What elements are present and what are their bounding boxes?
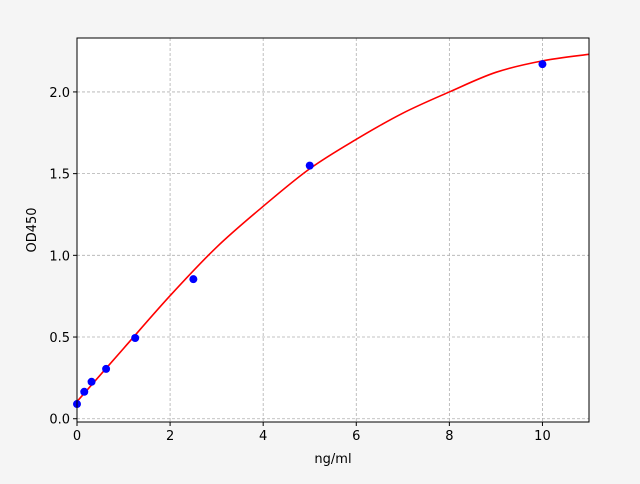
- y-axis-ticks: 0.0 0.5 1.0 1.5 2.0: [49, 86, 77, 428]
- plot-frame: [76, 37, 590, 423]
- data-point: [102, 364, 111, 373]
- data-point: [305, 161, 314, 170]
- data-points: [73, 60, 547, 409]
- data-point: [189, 275, 198, 284]
- y-axis-label: OD450: [25, 207, 40, 252]
- x-tick-label: 4: [259, 429, 267, 444]
- data-point: [80, 387, 89, 396]
- y-tick-label: 2.0: [49, 86, 70, 101]
- x-axis-label: ng/ml: [314, 452, 351, 467]
- x-tick-label: 0: [73, 429, 81, 444]
- fit-curve-group: [76, 53, 590, 403]
- y-tick-label: 0.5: [49, 331, 70, 346]
- x-tick-label: 2: [166, 429, 174, 444]
- plot-area: [77, 38, 589, 422]
- data-point: [87, 377, 96, 386]
- data-point: [131, 334, 140, 343]
- fit-curve: [76, 53, 590, 403]
- x-tick-label: 6: [352, 429, 360, 444]
- y-tick-label: 1.0: [49, 249, 70, 264]
- y-tick-label: 0.0: [49, 413, 70, 428]
- y-tick-label: 1.5: [49, 168, 70, 183]
- data-point: [538, 60, 547, 69]
- x-tick-label: 10: [534, 429, 551, 444]
- x-axis-ticks: 0 2 4 6 8 10: [73, 422, 551, 444]
- x-tick-label: 8: [445, 429, 453, 444]
